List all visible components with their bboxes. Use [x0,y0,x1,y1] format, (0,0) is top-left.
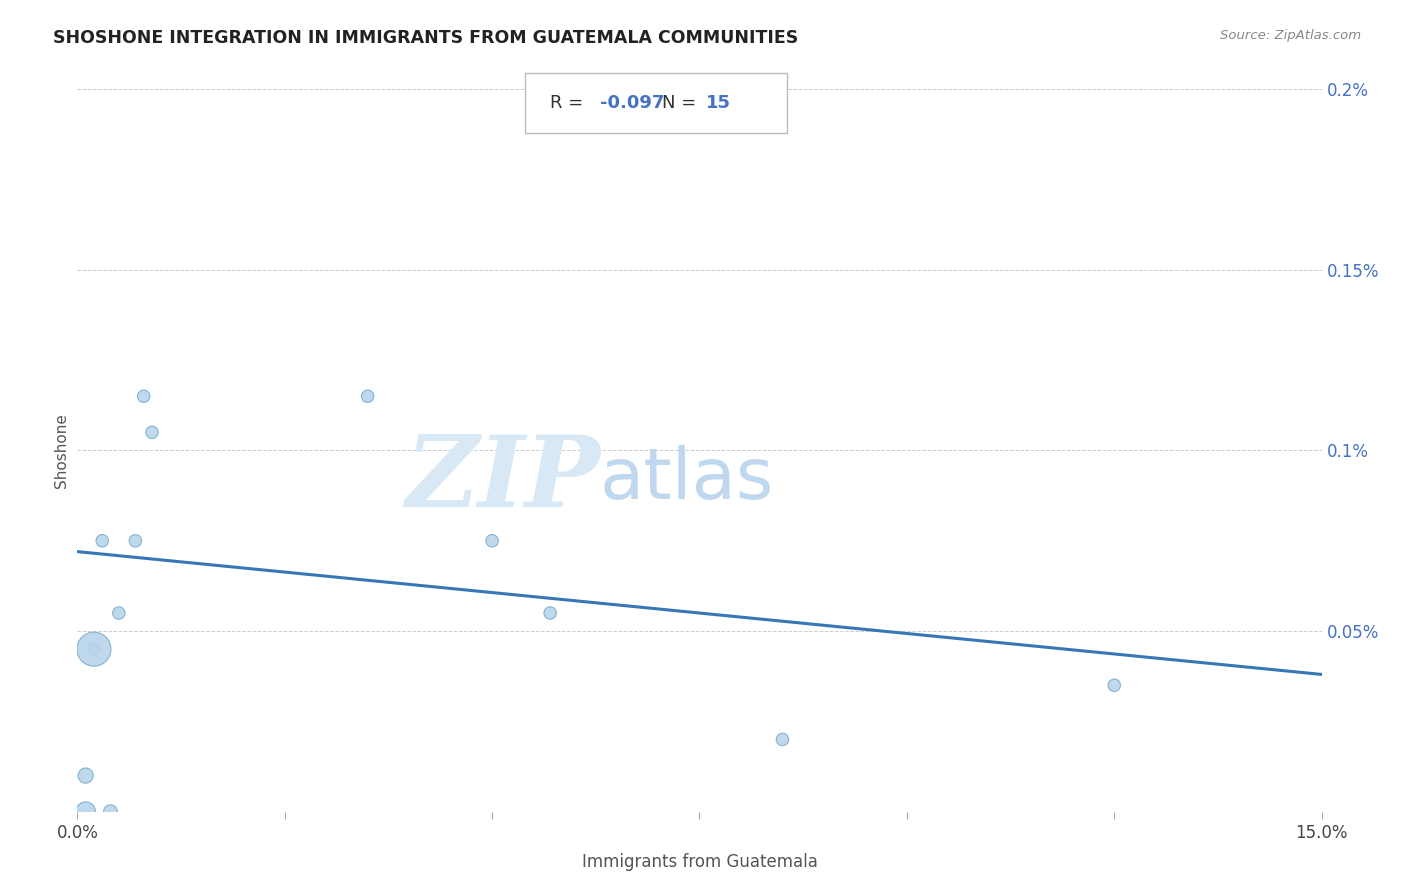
Text: Source: ZipAtlas.com: Source: ZipAtlas.com [1220,29,1361,42]
Text: SHOSHONE INTEGRATION IN IMMIGRANTS FROM GUATEMALA COMMUNITIES: SHOSHONE INTEGRATION IN IMMIGRANTS FROM … [53,29,799,46]
Point [75,769,97,783]
Y-axis label: Shoshone: Shoshone [53,413,69,488]
Point [83,642,105,657]
Text: R =: R = [550,94,589,112]
Point [1102,678,1125,692]
Point [772,732,794,747]
Text: N =: N = [662,94,702,112]
Point [75,805,97,819]
Point [107,606,129,620]
Text: 15: 15 [706,94,731,112]
Point [141,425,163,440]
Point [91,533,114,548]
Point [132,389,155,403]
Text: atlas: atlas [600,445,775,514]
Text: ZIP: ZIP [405,431,600,527]
Point [481,533,503,548]
Point [538,606,561,620]
Point [83,642,105,657]
Point [124,533,146,548]
Point [100,805,122,819]
X-axis label: Immigrants from Guatemala: Immigrants from Guatemala [582,853,817,871]
Point [357,389,380,403]
Text: -0.097: -0.097 [600,94,664,112]
FancyBboxPatch shape [526,73,786,133]
